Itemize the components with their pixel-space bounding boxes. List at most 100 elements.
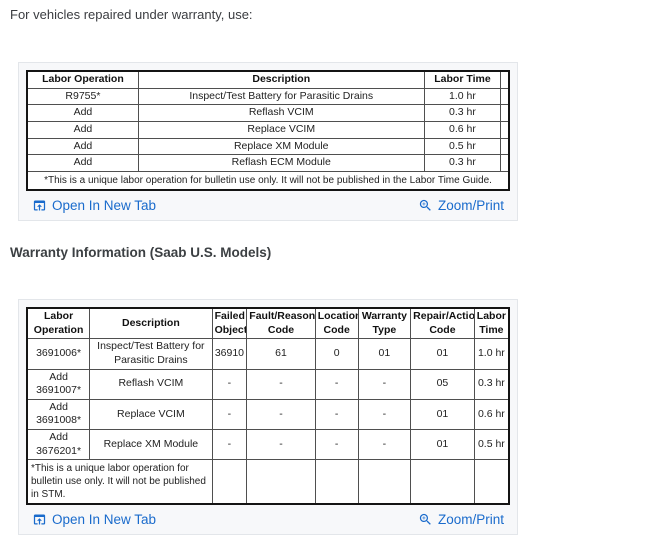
intro-text: For vehicles repaired under warranty, us…: [10, 7, 253, 22]
zoom-print-label: Zoom/Print: [437, 512, 504, 528]
labor-time-cell: 0.3 hr: [423, 104, 502, 122]
empty-cell: [357, 459, 412, 505]
open-in-new-tab-link[interactable]: Open In New Tab: [32, 198, 156, 213]
description-cell: Inspect/Test Battery for Parasitic Drain…: [137, 87, 425, 106]
labor-time-cell: 0.3 hr: [473, 368, 510, 400]
col-header-failed-object: Failed Object: [211, 307, 248, 340]
warranty-type-cell: -: [357, 398, 412, 431]
description-cell: Inspect/Test Battery for Parasitic Drain…: [89, 338, 213, 370]
table-row: 3691006* Inspect/Test Battery for Parasi…: [26, 338, 510, 370]
spacer-cell: [500, 137, 510, 156]
repair-action-code-cell: 01: [410, 429, 475, 461]
warranty-information-panel: Labor Operation Description Failed Objec…: [18, 299, 518, 535]
table-row: Add 3691008* Replace VCIM - - - - 01 0.6…: [26, 398, 510, 431]
labor-operation-cell: R9755*: [26, 87, 139, 106]
description-cell: Replace XM Module: [137, 137, 425, 156]
labor-time-cell: 0.6 hr: [473, 398, 510, 431]
labor-operation-cell: Add: [26, 120, 139, 139]
zoom-print-label: Zoom/Print: [437, 197, 504, 213]
zoom-print-link[interactable]: Zoom/Print: [418, 512, 504, 527]
table-row: Add Replace VCIM 0.6 hr: [26, 120, 510, 139]
col-header-description: Description: [89, 307, 213, 340]
zoom-in-icon: [418, 198, 433, 213]
table-row: Add Reflash VCIM 0.3 hr: [26, 104, 510, 122]
empty-cell: [211, 459, 248, 505]
labor-operation-cell: Add: [26, 154, 139, 172]
labor-operation-cell: Add 3691008*: [26, 398, 91, 431]
table-row: R9755* Inspect/Test Battery for Parasiti…: [26, 87, 510, 106]
repair-action-code-cell: 01: [410, 338, 475, 370]
fault-reason-code-cell: -: [246, 368, 316, 400]
col-header-warranty-type: Warranty Type: [357, 307, 412, 340]
labor-time-cell: 0.3 hr: [423, 154, 502, 172]
spacer-cell: [500, 154, 510, 172]
location-code-cell: -: [314, 429, 359, 461]
failed-object-cell: 36910: [211, 338, 248, 370]
warranty-information-table: Labor Operation Description Failed Objec…: [26, 307, 510, 506]
labor-operation-cell: 3691006*: [26, 338, 91, 370]
header-row: Labor Operation Description Labor Time: [26, 70, 510, 89]
col-header-location-code: Location Code: [314, 307, 359, 340]
col-header-labor-operation: Labor Operation: [26, 70, 139, 89]
table-row: Add Replace XM Module 0.5 hr: [26, 137, 510, 156]
table-footnote: *This is a unique labor operation for bu…: [26, 170, 510, 191]
empty-cell: [246, 459, 316, 505]
empty-cell: [473, 459, 510, 505]
labor-operation-cell: Add: [26, 137, 139, 156]
location-code-cell: -: [314, 368, 359, 400]
failed-object-cell: -: [211, 429, 248, 461]
labor-operation-cell: Add 3691007*: [26, 368, 91, 400]
warranty-type-cell: -: [357, 429, 412, 461]
warranty-type-cell: -: [357, 368, 412, 400]
labor-time-cell: 0.5 hr: [423, 137, 502, 156]
footnote-row: *This is a unique labor operation for bu…: [26, 459, 510, 505]
labor-time-cell: 1.0 hr: [423, 87, 502, 106]
description-cell: Reflash ECM Module: [137, 154, 425, 172]
labor-time-cell: 0.5 hr: [473, 429, 510, 461]
col-header-labor-operation: Labor Operation: [26, 307, 91, 340]
repair-action-code-cell: 01: [410, 398, 475, 431]
description-cell: Replace VCIM: [89, 398, 213, 431]
section-heading: Warranty Information (Saab U.S. Models): [10, 245, 272, 260]
empty-cell: [410, 459, 475, 505]
spacer-cell: [500, 87, 510, 106]
empty-cell: [314, 459, 359, 505]
fault-reason-code-cell: -: [246, 398, 316, 431]
labor-operation-cell: Add: [26, 104, 139, 122]
labor-operations-table: Labor Operation Description Labor Time R…: [26, 70, 510, 191]
spacer-cell: [500, 104, 510, 122]
table-row: Add Reflash ECM Module 0.3 hr: [26, 154, 510, 172]
labor-operations-panel: Labor Operation Description Labor Time R…: [18, 62, 518, 221]
table-actions: Open In New Tab Zoom/Print: [26, 191, 510, 215]
spacer-cell: [500, 120, 510, 139]
col-header-labor-time: Labor Time: [423, 70, 502, 89]
zoom-in-icon: [418, 512, 433, 527]
description-cell: Reflash VCIM: [89, 368, 213, 400]
repair-action-code-cell: 05: [410, 368, 475, 400]
fault-reason-code-cell: 61: [246, 338, 316, 370]
labor-time-cell: 1.0 hr: [473, 338, 510, 370]
failed-object-cell: -: [211, 368, 248, 400]
col-header-fault-reason-code: Fault/Reason Code: [246, 307, 316, 340]
zoom-print-link[interactable]: Zoom/Print: [418, 198, 504, 213]
header-row: Labor Operation Description Failed Objec…: [26, 307, 510, 340]
col-header-labor-time: Labor Time: [473, 307, 510, 340]
open-in-new-tab-label: Open In New Tab: [52, 197, 157, 213]
col-header-description: Description: [137, 70, 425, 89]
table-footnote: *This is a unique labor operation for bu…: [26, 459, 213, 505]
open-in-new-tab-icon: [32, 198, 47, 213]
footnote-row: *This is a unique labor operation for bu…: [26, 170, 510, 191]
open-in-new-tab-label: Open In New Tab: [52, 512, 157, 528]
warranty-type-cell: 01: [357, 338, 412, 370]
description-cell: Replace XM Module: [89, 429, 213, 461]
location-code-cell: -: [314, 398, 359, 431]
description-cell: Reflash VCIM: [137, 104, 425, 122]
spacer-cell: [500, 70, 510, 89]
location-code-cell: 0: [314, 338, 359, 370]
labor-time-cell: 0.6 hr: [423, 120, 502, 139]
failed-object-cell: -: [211, 398, 248, 431]
description-cell: Replace VCIM: [137, 120, 425, 139]
col-header-repair-action-code: Repair/Action Code: [410, 307, 475, 340]
table-actions: Open In New Tab Zoom/Print: [26, 505, 510, 529]
open-in-new-tab-link[interactable]: Open In New Tab: [32, 512, 156, 527]
